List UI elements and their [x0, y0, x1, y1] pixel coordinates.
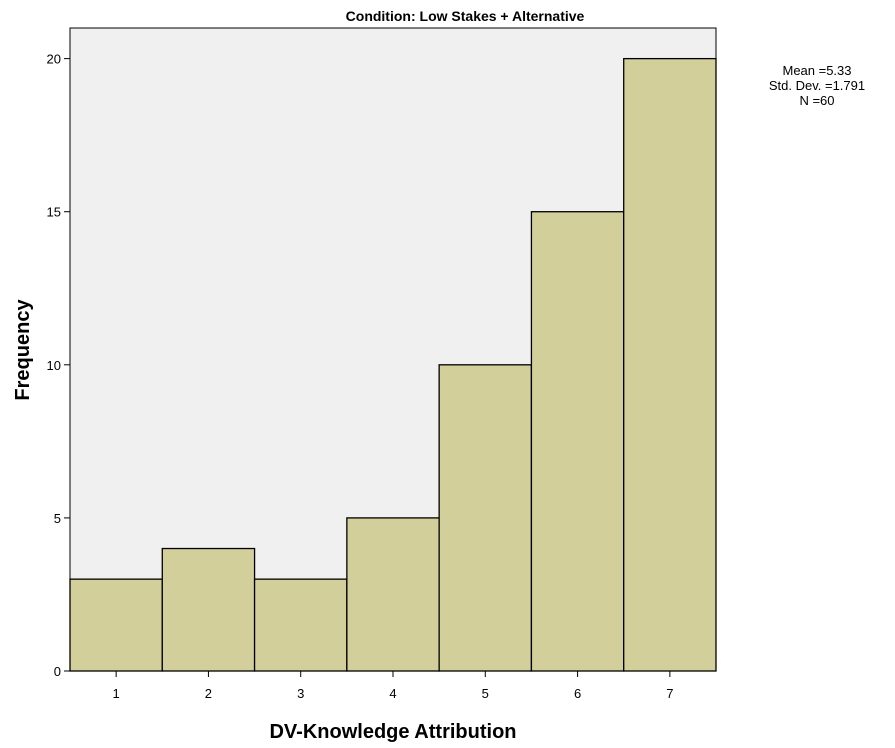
x-tick-label-3: 3 [297, 686, 304, 701]
bar-5 [438, 364, 533, 672]
bar-3 [253, 578, 348, 672]
y-tick-label-5: 5 [54, 511, 61, 526]
bar-7 [623, 57, 717, 672]
y-axis-title: Frequency [12, 299, 34, 401]
x-axis-title: DV-Knowledge Attribution [269, 721, 516, 743]
x-tick-label-6: 6 [574, 686, 581, 701]
x-tick-label-7: 7 [666, 686, 673, 701]
x-axis: 1 2 3 4 5 6 7 [113, 671, 673, 701]
y-tick-label-15: 15 [47, 205, 61, 220]
stat-mean: Mean =5.33 [782, 63, 851, 78]
y-tick-label-10: 10 [47, 358, 61, 373]
y-axis: 0 5 10 15 20 [47, 52, 70, 679]
bars [69, 57, 717, 672]
x-tick-label-4: 4 [389, 686, 396, 701]
x-tick-label-1: 1 [113, 686, 120, 701]
y-tick-label-0: 0 [54, 664, 61, 679]
stat-std-dev: Std. Dev. =1.791 [769, 78, 865, 93]
bar-4 [346, 517, 440, 672]
y-tick-label-20: 20 [47, 52, 61, 67]
bar-1 [69, 578, 163, 672]
stat-n: N =60 [799, 93, 834, 108]
x-tick-label-5: 5 [482, 686, 489, 701]
x-tick-label-2: 2 [205, 686, 212, 701]
bar-2 [161, 547, 256, 672]
bar-6 [530, 211, 625, 672]
chart-title: Condition: Low Stakes + Alternative [346, 8, 585, 24]
